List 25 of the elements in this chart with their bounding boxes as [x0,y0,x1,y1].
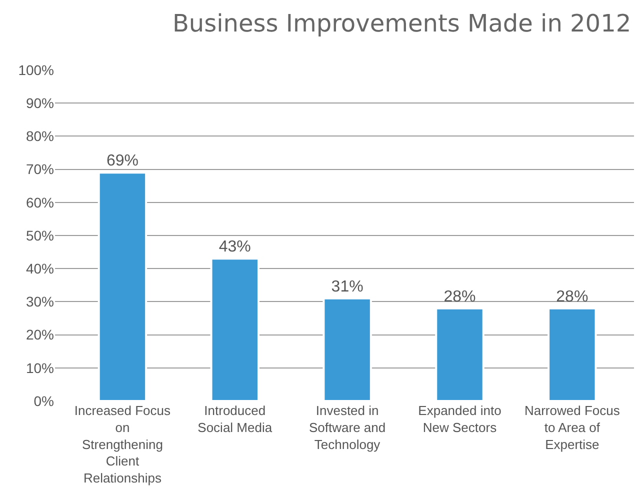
y-tick-label: 20% [26,326,54,343]
data-label: 69% [106,152,138,170]
x-tick-label: Increased Focus on Strengthening Client Relationships [74,403,172,486]
x-tick-label: Invested in Software and Technology [309,403,386,452]
x-tick-label: Expanded into New Sectors [418,403,502,435]
y-tick-label: 0% [34,392,54,409]
y-tick-label: 40% [26,260,54,276]
bar [435,307,484,401]
data-label: 43% [218,238,251,256]
bar [98,172,148,401]
y-tick-label: 50% [26,227,54,244]
y-tick-label: 100% [18,62,54,78]
y-tick-label: 60% [26,194,54,210]
data-label: 31% [331,278,364,296]
bar [210,258,260,401]
bar [322,297,372,401]
y-tick-label: 30% [26,294,54,310]
y-tick-label: 10% [26,360,54,376]
y-tick-label: 90% [26,95,54,111]
y-tick-label: 70% [26,161,54,178]
x-tick-label: Narrowed Focus to Area of Expertise [524,403,620,452]
bar [548,307,597,401]
y-tick-label: 80% [26,128,54,144]
x-tick-label: Introduced Social Media [198,403,273,435]
chart-title: Business Improvements Made in 2012 [172,10,632,38]
